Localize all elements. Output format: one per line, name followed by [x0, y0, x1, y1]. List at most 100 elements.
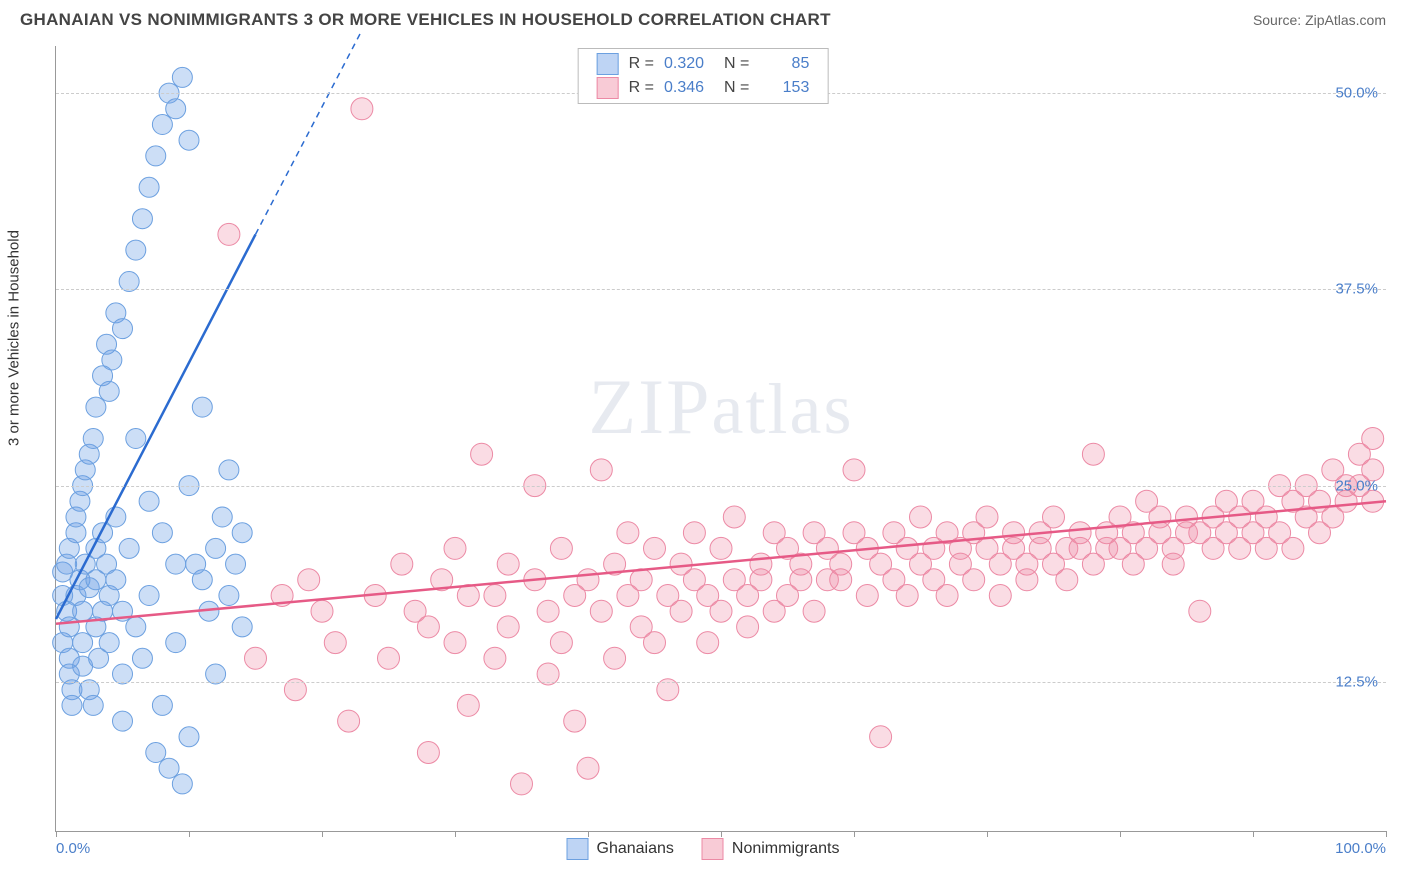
data-point [550, 537, 572, 559]
x-tick [1120, 831, 1121, 837]
data-point [102, 350, 122, 370]
data-point [1189, 600, 1211, 622]
data-point [245, 647, 267, 669]
data-point [843, 459, 865, 481]
data-point [803, 600, 825, 622]
data-point [126, 429, 146, 449]
data-point [139, 491, 159, 511]
legend-item-ghanaians: Ghanaians [567, 838, 674, 860]
y-axis-label: 3 or more Vehicles in Household [6, 230, 23, 446]
data-point [670, 600, 692, 622]
data-point [132, 209, 152, 229]
data-point [179, 130, 199, 150]
data-point [83, 429, 103, 449]
data-point [910, 506, 932, 528]
data-point [106, 570, 126, 590]
data-point [617, 522, 639, 544]
data-point [119, 538, 139, 558]
data-point [604, 647, 626, 669]
scatter-svg [56, 46, 1386, 831]
data-point [936, 585, 958, 607]
data-point [644, 632, 666, 654]
data-point [159, 758, 179, 778]
data-point [511, 773, 533, 795]
x-tick [721, 831, 722, 837]
data-point [218, 223, 240, 245]
trend-line [256, 30, 362, 234]
data-point [311, 600, 333, 622]
data-point [830, 569, 852, 591]
data-point [132, 648, 152, 668]
data-point [1362, 428, 1384, 450]
data-point [896, 585, 918, 607]
data-point [73, 601, 93, 621]
data-point [590, 600, 612, 622]
data-point [139, 177, 159, 197]
data-point [166, 99, 186, 119]
data-point [152, 695, 172, 715]
y-tick-label: 12.5% [1335, 673, 1378, 690]
x-tick-label: 0.0% [56, 840, 90, 857]
data-point [497, 616, 519, 638]
plot-area: ZIPatlas 12.5%25.0%37.5%50.0%0.0%100.0% [55, 46, 1386, 832]
data-point [1016, 569, 1038, 591]
data-point [577, 569, 599, 591]
chart-title: GHANAIAN VS NONIMMIGRANTS 3 OR MORE VEHI… [20, 10, 831, 30]
data-point [710, 600, 732, 622]
header: GHANAIAN VS NONIMMIGRANTS 3 OR MORE VEHI… [20, 10, 1386, 30]
data-point [113, 319, 133, 339]
data-point [172, 774, 192, 794]
data-point [976, 506, 998, 528]
data-point [192, 397, 212, 417]
data-point [126, 617, 146, 637]
data-point [537, 600, 559, 622]
swatch-blue-icon [567, 838, 589, 860]
data-point [219, 586, 239, 606]
x-tick [1386, 831, 1387, 837]
data-point [750, 569, 772, 591]
x-tick [189, 831, 190, 837]
data-point [62, 695, 82, 715]
stats-row-blue: R = 0.320 N = 85 [597, 53, 810, 75]
data-point [1282, 537, 1304, 559]
data-point [1056, 569, 1078, 591]
data-point [351, 98, 373, 120]
data-point [391, 553, 413, 575]
data-point [417, 616, 439, 638]
x-tick [987, 831, 988, 837]
data-point [444, 632, 466, 654]
data-point [179, 727, 199, 747]
data-point [550, 632, 572, 654]
data-point [471, 443, 493, 465]
x-tick [1253, 831, 1254, 837]
swatch-pink-icon [702, 838, 724, 860]
stats-row-pink: R = 0.346 N = 153 [597, 77, 810, 99]
data-point [590, 459, 612, 481]
data-point [484, 647, 506, 669]
data-point [212, 507, 232, 527]
data-point [790, 569, 812, 591]
data-point [856, 585, 878, 607]
data-point [152, 523, 172, 543]
data-point [484, 585, 506, 607]
data-point [444, 537, 466, 559]
gridline [56, 289, 1386, 290]
data-point [99, 381, 119, 401]
data-point [126, 240, 146, 260]
n-value-pink: 153 [759, 79, 809, 97]
data-point [723, 506, 745, 528]
swatch-blue [597, 53, 619, 75]
data-point [186, 554, 206, 574]
data-point [83, 695, 103, 715]
stats-legend: R = 0.320 N = 85 R = 0.346 N = 153 [578, 48, 829, 104]
data-point [577, 757, 599, 779]
source-name: ZipAtlas.com [1305, 12, 1386, 28]
data-point [644, 537, 666, 559]
x-tick [56, 831, 57, 837]
data-point [166, 633, 186, 653]
data-point [146, 743, 166, 763]
data-point [166, 554, 186, 574]
data-point [564, 710, 586, 732]
data-point [710, 537, 732, 559]
x-tick [455, 831, 456, 837]
